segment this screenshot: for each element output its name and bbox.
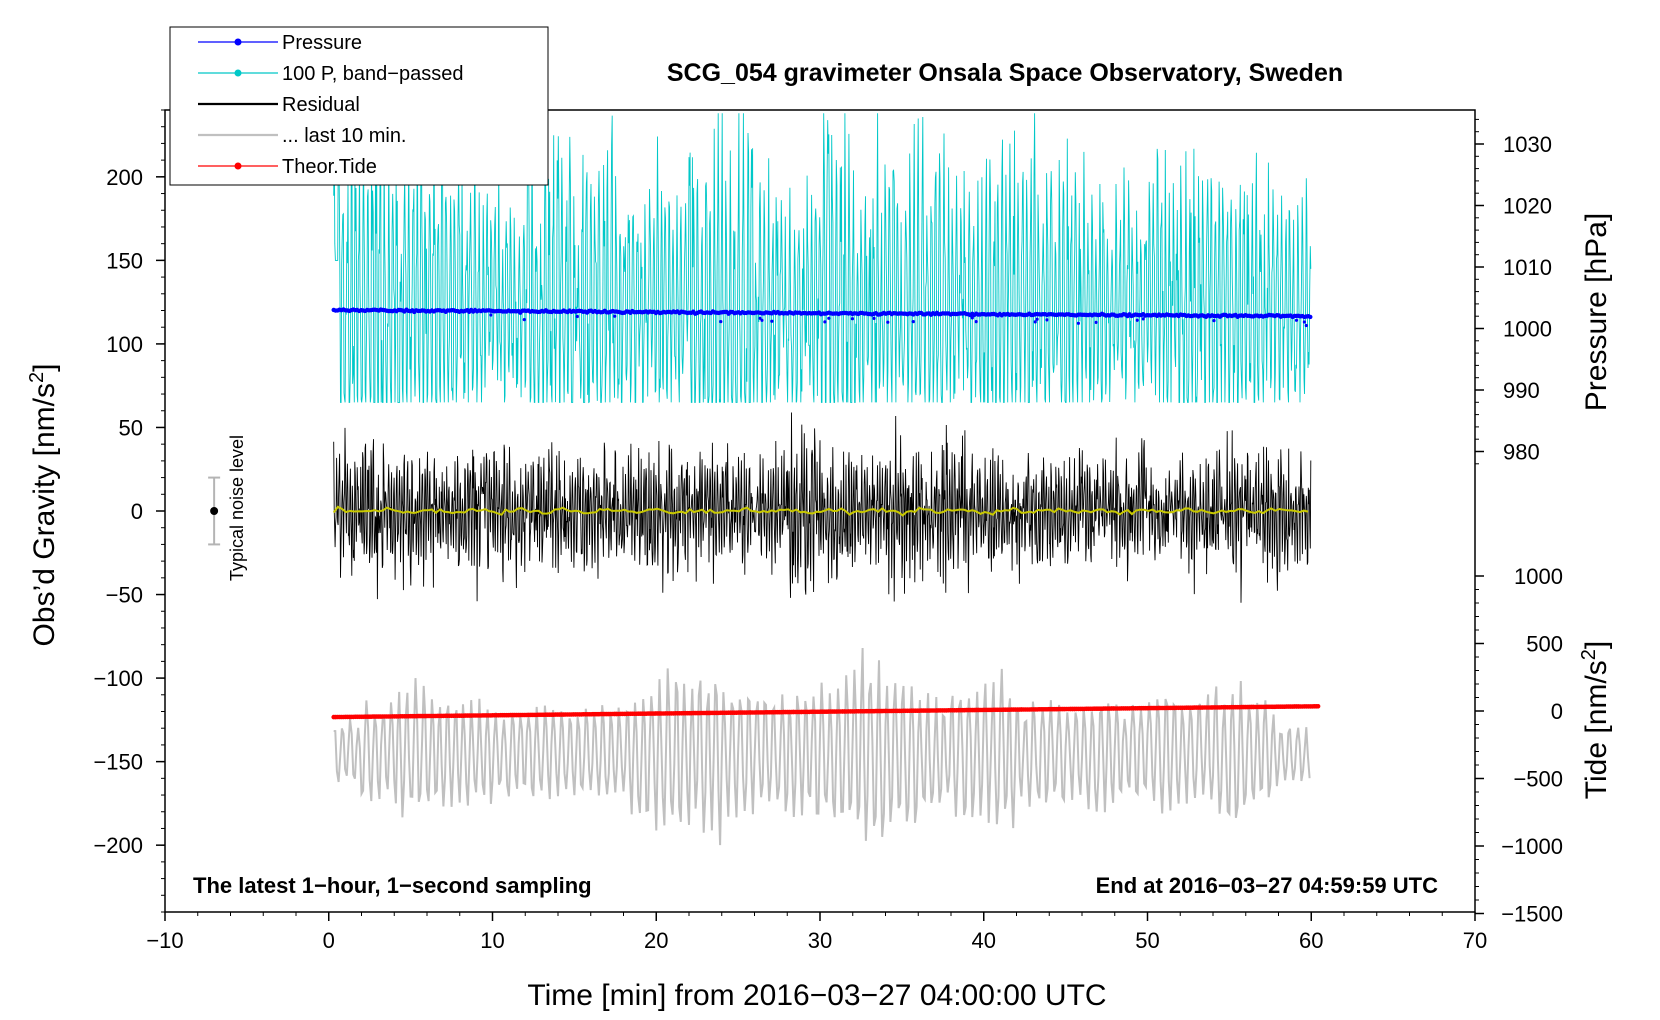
noise-bar-center [210,507,219,515]
tide-tick-label: −1000 [1501,834,1563,859]
x-tick-label: 10 [480,928,504,953]
tide-tick-label: −500 [1513,767,1563,792]
plot-data-layer [208,113,1321,846]
x-tick-label: 0 [323,928,335,953]
pressure-tick-label: 1010 [1503,255,1552,280]
legend-label: 100 P, band−passed [282,63,463,85]
tide-axis-label-main: Tide [nm/s [1580,660,1613,799]
legend-label: Pressure [282,32,362,54]
x-tick-label: 30 [808,928,832,953]
legend-marker [234,162,242,170]
pressure-axis-label: Pressure [hPa] [1580,213,1613,411]
tide-tick-label: 500 [1526,632,1563,657]
sampling-note: The latest 1−hour, 1−second sampling [193,873,592,898]
pressure-tick-label: 990 [1503,378,1540,403]
pressure-tick-label: 1020 [1503,194,1552,219]
x-tick-label: 50 [1135,928,1159,953]
y-tick-label: −200 [93,833,143,858]
x-tick-label: 40 [972,928,996,953]
y-tick-label: −50 [106,583,143,608]
pressure-tick-label: 1000 [1503,317,1552,342]
x-tick-label: 70 [1463,928,1487,953]
legend-box [169,26,549,186]
legend-label: Theor.Tide [282,156,377,178]
pressure-tick-label: 1030 [1503,132,1552,157]
y-tick-label: −150 [93,750,143,775]
tide-tick-label: 1000 [1514,564,1563,589]
x-axis-label: Time [min] from 2016−03−27 04:00:00 UTC [527,979,1106,1012]
y-tick-label: 200 [106,165,143,190]
smoothed-residual-line [332,505,1309,517]
x-tick-label: 60 [1299,928,1323,953]
y-axis-label-main: Obs’d Gravity [nm/s [28,383,61,646]
legend-label: ... last 10 min. [282,125,407,147]
legend-label: Residual [282,94,360,116]
tide-tick-label: 0 [1551,699,1563,724]
pressure-points [331,307,1313,328]
y-tick-label: 150 [106,248,143,273]
legend-marker [234,69,242,77]
tide-tick-label: −1500 [1501,902,1563,927]
end-time-note: End at 2016−03−27 04:59:59 UTC [1096,873,1439,898]
y-tick-label: 100 [106,332,143,357]
band-passed-pressure-line [333,113,1312,404]
y-axis-label-superscript: 2 [26,372,48,383]
y-axis-label-close: ] [28,364,61,372]
y-axis-label: Obs’d Gravity [nm/s2] [26,364,61,647]
theoretical-tide-points [331,703,1321,720]
y-tick-label: 50 [119,415,143,440]
pressure-tick-label: 980 [1503,440,1540,465]
x-tick-label: 20 [644,928,668,953]
y-tick-label: 0 [131,499,143,524]
tide-axis-label: Tide [nm/s2] [1578,641,1613,799]
legend-marker [234,38,242,46]
x-tick-label: −10 [146,928,183,953]
last-10-min-line [333,647,1311,846]
legend: Pressure 100 P, band−passed Residual ... la… [169,26,549,186]
tide-axis-label-close: ] [1580,641,1613,649]
noise-level-label: Typical noise level [227,435,247,581]
y-tick-label: −100 [93,666,143,691]
plot-frame-layer: −10 0 10 20 30 40 50 60 70200150100500−50−100−15… [93,109,1563,953]
tide-axis-label-superscript: 2 [1578,649,1600,660]
chart-title: SCG_054 gravimeter Onsala Space Observat… [667,59,1343,87]
